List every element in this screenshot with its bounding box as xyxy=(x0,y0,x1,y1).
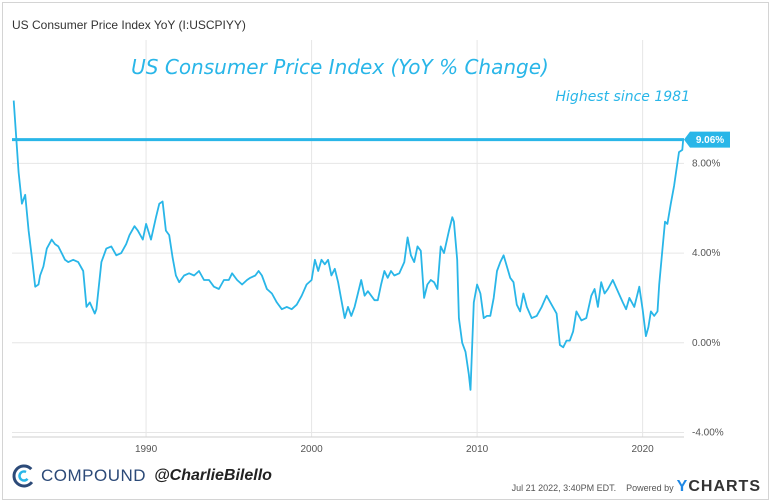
x-axis: 1990 2000 2010 2020 xyxy=(135,444,654,455)
timestamp: Jul 21 2022, 3:40PM EDT. xyxy=(511,483,617,493)
value-badge-label: 9.06% xyxy=(696,135,724,146)
y-tick-label: 4.00% xyxy=(692,248,720,259)
value-badge xyxy=(684,131,730,148)
x-tick-label: 2020 xyxy=(631,444,654,455)
y-tick-label: 0.00% xyxy=(692,338,720,349)
series-title: US Consumer Price Index YoY (I:USCPIYY) xyxy=(12,18,246,32)
chart-title: US Consumer Price Index (YoY % Change) xyxy=(131,55,549,79)
x-tick-label: 2000 xyxy=(300,444,323,455)
ycharts-logo-y: Y xyxy=(676,478,689,495)
x-tick-label: 2010 xyxy=(466,444,489,455)
reference-line-group: 9.06% xyxy=(12,131,730,148)
x-tick-label: 1990 xyxy=(135,444,158,455)
compound-brand-text: COMPOUND xyxy=(41,466,147,485)
ycharts-footer: Jul 21 2022, 3:40PM EDT. Powered by YCHA… xyxy=(512,478,761,496)
author-handle: @CharlieBilello xyxy=(154,467,272,484)
grid-layer xyxy=(12,40,684,437)
ycharts-logo[interactable]: YCHARTS xyxy=(677,478,761,496)
y-axis: 8.00% 4.00% 0.00% -4.00% xyxy=(692,158,724,438)
y-tick-label: 8.00% xyxy=(692,158,720,169)
compound-branding[interactable]: COMPOUND @CharlieBilello xyxy=(12,462,272,490)
compound-logo-icon xyxy=(12,464,36,488)
series-layer xyxy=(12,100,685,391)
cpi-line-chart: 1990 2000 2010 2020 8.00% 4.00% 0.00% -4.00% 9… xyxy=(12,40,730,455)
cpi-series-line xyxy=(12,100,685,391)
ycharts-logo-rest: CHARTS xyxy=(688,478,761,495)
powered-by-label: Powered by xyxy=(626,483,674,493)
annotation-text: Highest since 1981 xyxy=(556,89,690,105)
y-tick-label: -4.00% xyxy=(692,428,724,439)
